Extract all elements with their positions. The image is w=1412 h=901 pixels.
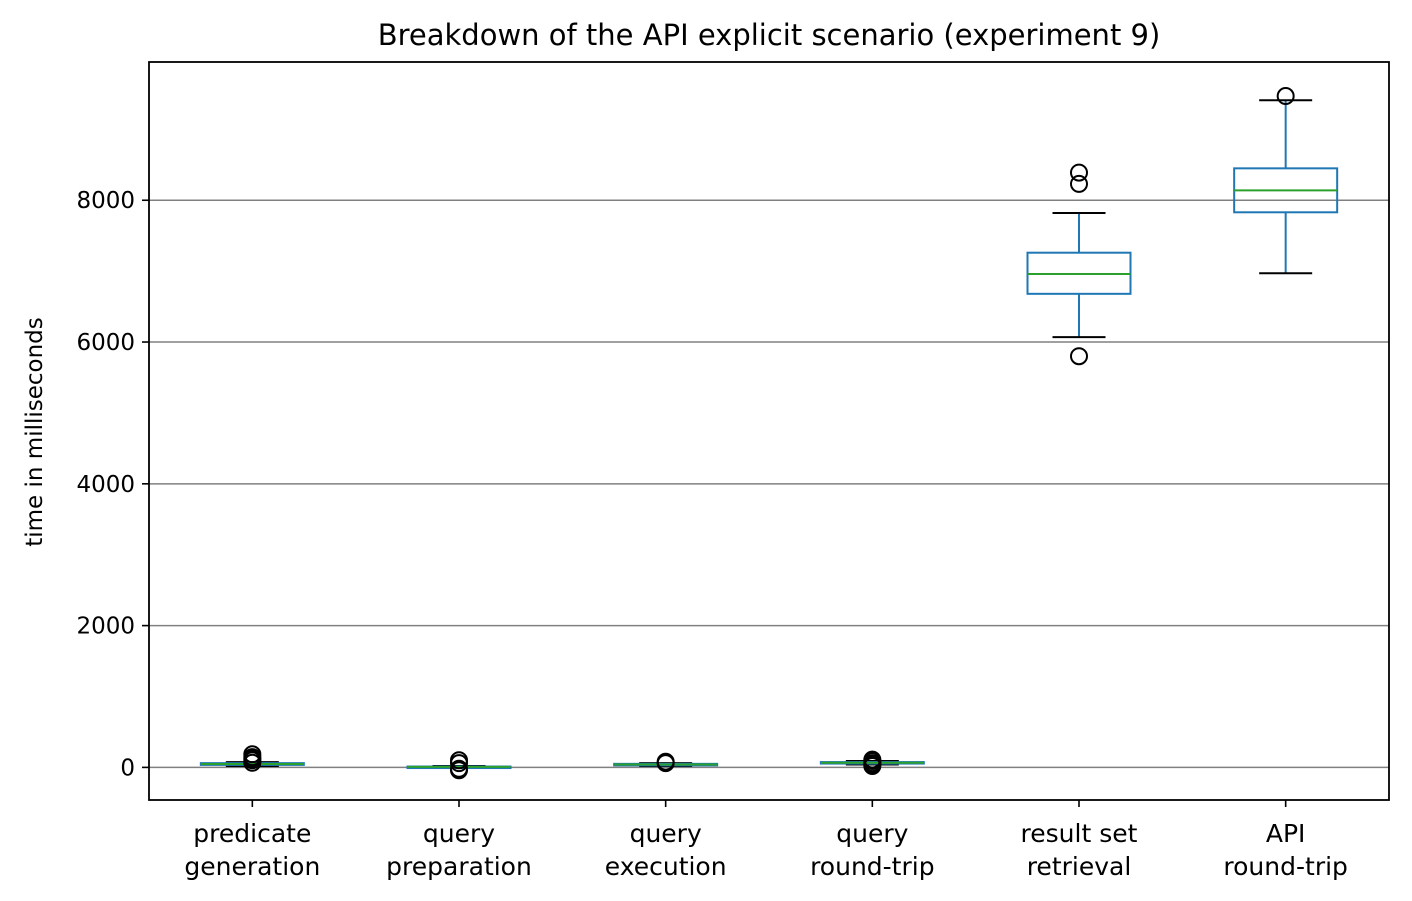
outlier-point [450,759,468,778]
y-tick-label: 6000 [76,330,135,356]
y-tick-label: 8000 [76,188,135,214]
x-tick-label: round-trip [1223,852,1348,881]
x-tick-label: query [836,819,908,848]
y-tick-label: 4000 [76,472,135,498]
outlier-point [1070,163,1088,182]
x-tick-label: result set [1021,819,1138,848]
outlier-point [1070,174,1088,193]
y-axis-label: time in milliseconds [22,317,48,547]
x-tick-label: API [1266,819,1306,848]
outlier-point [243,745,262,764]
x-tick-label: predicate [193,819,311,848]
axes-frame [148,61,1390,801]
x-tick-label: round-trip [810,852,935,881]
x-tick-label: preparation [386,852,532,881]
outlier-point [450,751,468,770]
outlier-point [1276,87,1295,106]
outlier-point [1070,347,1088,366]
outlier-point [656,752,675,771]
x-tick-label: generation [184,852,320,881]
x-tick-label: retrieval [1027,852,1132,881]
y-tick-label: 2000 [76,614,135,640]
x-tick-label: query [423,819,495,848]
plot-area: 0 2000 4000 6000 8000 predicate generation quer… [76,61,1390,881]
x-tick-label: execution [605,852,727,881]
x-tick-label: query [630,819,702,848]
chart-title: Breakdown of the API explicit scenario (… [378,18,1161,52]
outlier-point [863,750,882,769]
y-tick-label: 0 [120,755,135,781]
